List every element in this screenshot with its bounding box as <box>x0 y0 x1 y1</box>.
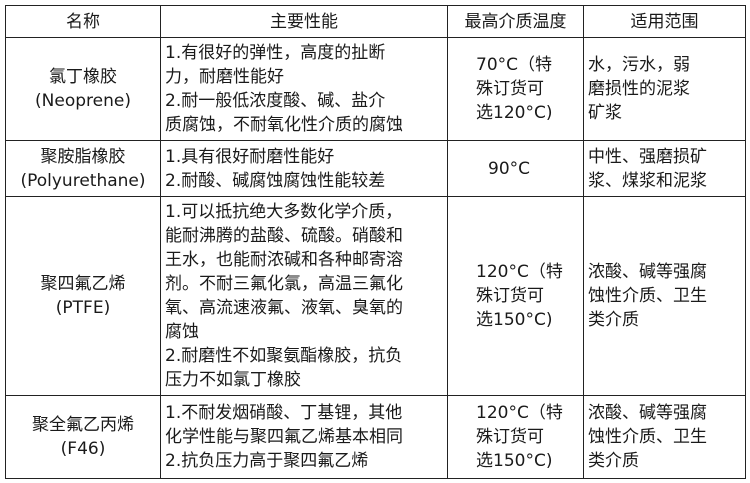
performance-line: 能耐沸腾的盐酸、硫酸。硝酸和 <box>165 226 403 246</box>
name-cell: 氯丁橡胶 (Neoprene) <box>5 37 161 141</box>
temperature-line: 90°C <box>488 158 531 179</box>
scope-line: 浆、煤浆和泥浆 <box>588 170 707 191</box>
header-temperature: 最高介质温度 <box>447 5 584 38</box>
performance-line: 1.有很好的弹性，高度的扯断 <box>165 43 386 63</box>
table-row: 聚四氟乙烯 (PTFE) 1.可以抵抗绝大多数化学介质， 能耐沸腾的盐酸、硫酸。硝酸和… <box>5 196 746 396</box>
scope-cell: 浓酸、碱等强腐 蚀性介质、卫生 类介质 <box>583 395 746 479</box>
scope-line: 类介质 <box>588 310 639 330</box>
name-line: 聚全氟乙丙烯 <box>32 415 134 435</box>
scope-line: 浓酸、碱等强腐 <box>588 403 707 423</box>
name-line: (F46) <box>60 439 106 459</box>
performance-line: 氧、高流速液氟、液氧、臭氧的 <box>165 298 403 318</box>
performance-line: 2.耐磨性不如聚氨酯橡胶，抗负 <box>165 346 403 366</box>
header-performance: 主要性能 <box>160 5 448 38</box>
temperature-line: 殊订货可 <box>476 79 544 99</box>
scope-line: 矿浆 <box>588 103 622 123</box>
name-line: (PTFE) <box>55 298 111 318</box>
temperature-cell: 70°C（特 殊订货可选120°C) <box>447 37 584 141</box>
name-line: 聚胺脂橡胶 <box>40 146 126 167</box>
name-line: (Polyurethane) <box>20 170 146 191</box>
scope-line: 蚀性介质、卫生 <box>588 286 707 306</box>
header-scope: 适用范围 <box>583 5 746 38</box>
table-row: 氯丁橡胶 (Neoprene) 1.有很好的弹性，高度的扯断 力，耐磨性能好 2.耐一般… <box>5 37 746 141</box>
material-comparison-table: 名称 主要性能 最高介质温度 适用范围 氯丁橡胶 (Neoprene) 1.有很好的… <box>5 5 746 479</box>
performance-line: 1.不耐发烟硝酸、丁基锂，其他 <box>165 403 403 423</box>
performance-line: 2.耐酸、碱腐蚀腐蚀性能较差 <box>165 170 386 191</box>
header-row: 名称 主要性能 最高介质温度 适用范围 <box>5 5 746 38</box>
temperature-line: 选120°C) <box>476 103 553 123</box>
performance-line: 王水，也能耐浓碱和各种邮寄溶 <box>165 250 403 270</box>
header-name: 名称 <box>5 5 161 38</box>
scope-line: 水，污水，弱 <box>588 55 690 75</box>
performance-cell: 1.不耐发烟硝酸、丁基锂，其他 化学性能与聚四氟乙烯基本相同 2.抗负压力高于聚四氟… <box>160 395 448 479</box>
performance-line: 压力不如氯丁橡胶 <box>165 370 301 390</box>
temperature-line: 殊订货可 <box>476 427 544 447</box>
table-row: 聚全氟乙丙烯 (F46) 1.不耐发烟硝酸、丁基锂，其他 化学性能与聚四氟乙烯基本相同… <box>5 395 746 479</box>
temperature-line: 120°C（特 <box>476 262 563 282</box>
performance-line: 质腐蚀，不耐氧化性介质的腐蚀 <box>165 115 403 135</box>
scope-line: 磨损性的泥浆 <box>588 79 690 99</box>
scope-cell: 水，污水，弱 磨损性的泥浆 矿浆 <box>583 37 746 141</box>
performance-cell: 1.具有很好耐磨性能好 2.耐酸、碱腐蚀腐蚀性能较差 <box>160 140 448 197</box>
temperature-line: 殊订货可 <box>476 286 544 306</box>
temperature-line: 120°C（特 <box>476 403 563 423</box>
temperature-cell: 120°C（特 殊订货可选150°C) <box>447 196 584 396</box>
scope-line: 浓酸、碱等强腐 <box>588 262 707 282</box>
name-line: 聚四氟乙烯 <box>40 274 126 294</box>
performance-line: 力，耐磨性能好 <box>165 67 284 87</box>
scope-line: 中性、强磨损矿 <box>588 146 707 167</box>
scope-line: 蚀性介质、卫生 <box>588 427 707 447</box>
performance-cell: 1.有很好的弹性，高度的扯断 力，耐磨性能好 2.耐一般低浓度酸、碱、盐介 质腐蚀，不… <box>160 37 448 141</box>
temperature-line: 70°C（特 <box>476 55 553 75</box>
name-line: (Neoprene) <box>35 91 131 111</box>
performance-line: 1.具有很好耐磨性能好 <box>165 146 335 167</box>
name-line: 氯丁橡胶 <box>49 67 117 87</box>
performance-line: 化学性能与聚四氟乙烯基本相同 <box>165 427 403 447</box>
name-cell: 聚全氟乙丙烯 (F46) <box>5 395 161 479</box>
performance-line: 2.耐一般低浓度酸、碱、盐介 <box>165 91 386 111</box>
temperature-cell: 90°C <box>447 140 584 197</box>
temperature-line: 选150°C) <box>476 310 553 330</box>
name-cell: 聚胺脂橡胶 (Polyurethane) <box>5 140 161 197</box>
scope-cell: 中性、强磨损矿 浆、煤浆和泥浆 <box>583 140 746 197</box>
temperature-cell: 120°C（特 殊订货可选150°C) <box>447 395 584 479</box>
scope-line: 类介质 <box>588 451 639 471</box>
performance-line: 1.可以抵抗绝大多数化学介质， <box>165 202 403 222</box>
temperature-line: 选150°C) <box>476 451 553 471</box>
scope-cell: 浓酸、碱等强腐 蚀性介质、卫生 类介质 <box>583 196 746 396</box>
performance-line: 腐蚀 <box>165 322 199 342</box>
performance-line: 2.抗负压力高于聚四氟乙烯 <box>165 451 369 471</box>
name-cell: 聚四氟乙烯 (PTFE) <box>5 196 161 396</box>
performance-line: 剂。不耐三氟化氯，高温三氟化 <box>165 274 403 294</box>
performance-cell: 1.可以抵抗绝大多数化学介质， 能耐沸腾的盐酸、硫酸。硝酸和 王水，也能耐浓碱和各种… <box>160 196 448 396</box>
table-row: 聚胺脂橡胶 (Polyurethane) 1.具有很好耐磨性能好 2.耐酸、碱腐蚀腐蚀… <box>5 140 746 197</box>
